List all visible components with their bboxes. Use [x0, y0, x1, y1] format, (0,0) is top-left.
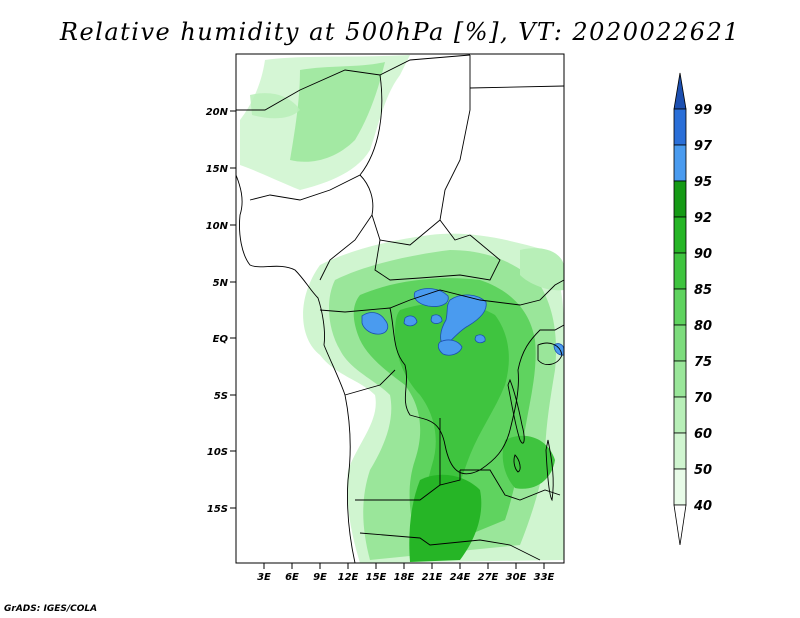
lat-tick-label: 5S [214, 391, 228, 402]
colorbar-label: 85 [694, 283, 712, 298]
colorbar [673, 72, 687, 546]
lon-tick-label: 12E [338, 572, 359, 583]
lon-tick-label: 9E [313, 572, 327, 583]
colorbar-swatch [673, 108, 687, 146]
colorbar-swatch [673, 432, 687, 470]
border-13 [355, 484, 441, 501]
lon-tick-label: 33E [534, 572, 555, 583]
border-12 [439, 418, 461, 486]
colorbar-swatch [673, 144, 687, 182]
colorbar-label: 60 [694, 427, 712, 442]
lon-tick-label: 3E [257, 572, 271, 583]
lon-tick-label: 24E [450, 572, 471, 583]
border-8 [319, 279, 564, 313]
border-4 [249, 74, 383, 201]
humidity-central-core [395, 303, 509, 545]
colorbar-label: 99 [694, 103, 712, 118]
lat-tick-label: 10N [206, 221, 229, 232]
colorbar-label: 92 [694, 211, 712, 226]
humidity-east-patch [502, 435, 555, 489]
map-frame [235, 53, 565, 564]
humidity-blue-cell-7 [474, 334, 486, 344]
lon-tick-label: 18E [394, 572, 415, 583]
border-11 [509, 324, 564, 431]
border-1 [236, 54, 471, 111]
colorbar-swatch [673, 216, 687, 254]
map-title: Relative humidity at 500hPa [%], VT: 202… [59, 18, 741, 46]
colorbar-bottom-arrow [673, 504, 687, 546]
lake-malawi [545, 439, 554, 502]
border-15 [359, 532, 541, 561]
humidity-north-core [290, 62, 385, 162]
lat-tick-label: EQ [213, 334, 229, 345]
border-10 [344, 369, 396, 396]
border-3 [469, 85, 564, 89]
humidity-blue-cell-2 [413, 288, 449, 307]
lon-tick-label: 15E [366, 572, 387, 583]
colorbar-top-arrow [673, 72, 687, 110]
humidity-north-wisp [250, 93, 300, 119]
lon-tick-label: 27E [478, 572, 499, 583]
colorbar-swatch [673, 288, 687, 326]
humidity-field [240, 55, 564, 563]
colorbar-swatch [673, 468, 687, 506]
lat-tick-label: 15S [207, 504, 228, 515]
colorbar-swatch [673, 324, 687, 362]
colorbar-labels: 99 97 95 92 90 85 80 75 70 60 50 40 [693, 103, 713, 514]
lat-tick-label: 15N [206, 164, 229, 175]
colorbar-label: 40 [693, 499, 712, 514]
humidity-blue-cell-5 [403, 315, 418, 327]
lon-tick-label: 21E [422, 572, 443, 583]
coastline-west [236, 174, 356, 563]
lat-tick-label: 10S [207, 447, 228, 458]
humidity-northeast-patch [520, 248, 564, 291]
grads-credit: GrADS: IGES/COLA [4, 604, 98, 614]
humidity-blue-cell-1 [361, 312, 389, 335]
border-6 [319, 214, 373, 281]
lat-axis: 20N 15N 10N 5N EQ 5S 10S 15S [206, 107, 236, 515]
colorbar-swatch [673, 360, 687, 398]
lon-tick-label: 6E [285, 572, 299, 583]
border-9 [389, 307, 511, 475]
lake-tanganyika [507, 378, 525, 444]
lat-tick-label: 5N [213, 278, 229, 289]
border-14 [460, 469, 561, 501]
lat-tick-label: 20N [206, 107, 229, 118]
colorbar-swatch [673, 180, 687, 218]
country-borders [236, 54, 564, 563]
colorbar-swatch [673, 252, 687, 290]
colorbar-label: 75 [694, 355, 712, 370]
colorbar-label: 80 [694, 319, 712, 334]
colorbar-label: 95 [694, 175, 712, 190]
border-2 [439, 55, 471, 241]
lake-victoria [537, 342, 563, 366]
border-5 [359, 174, 441, 246]
humidity-blue-cell-4 [437, 339, 463, 356]
colorbar-label: 50 [694, 463, 712, 478]
colorbar-label: 90 [694, 247, 712, 262]
border-7 [374, 234, 501, 281]
colorbar-swatch [673, 396, 687, 434]
humidity-southern-core [409, 474, 482, 562]
humidity-blue-cell-6 [430, 314, 443, 324]
colorbar-label: 70 [694, 391, 712, 406]
colorbar-label: 97 [694, 139, 713, 154]
lake-mweru [513, 454, 521, 473]
lon-tick-label: 30E [506, 572, 527, 583]
lon-axis: 3E 6E 9E 12E 15E 18E 21E 24E 27E 30E 33E [257, 563, 555, 583]
